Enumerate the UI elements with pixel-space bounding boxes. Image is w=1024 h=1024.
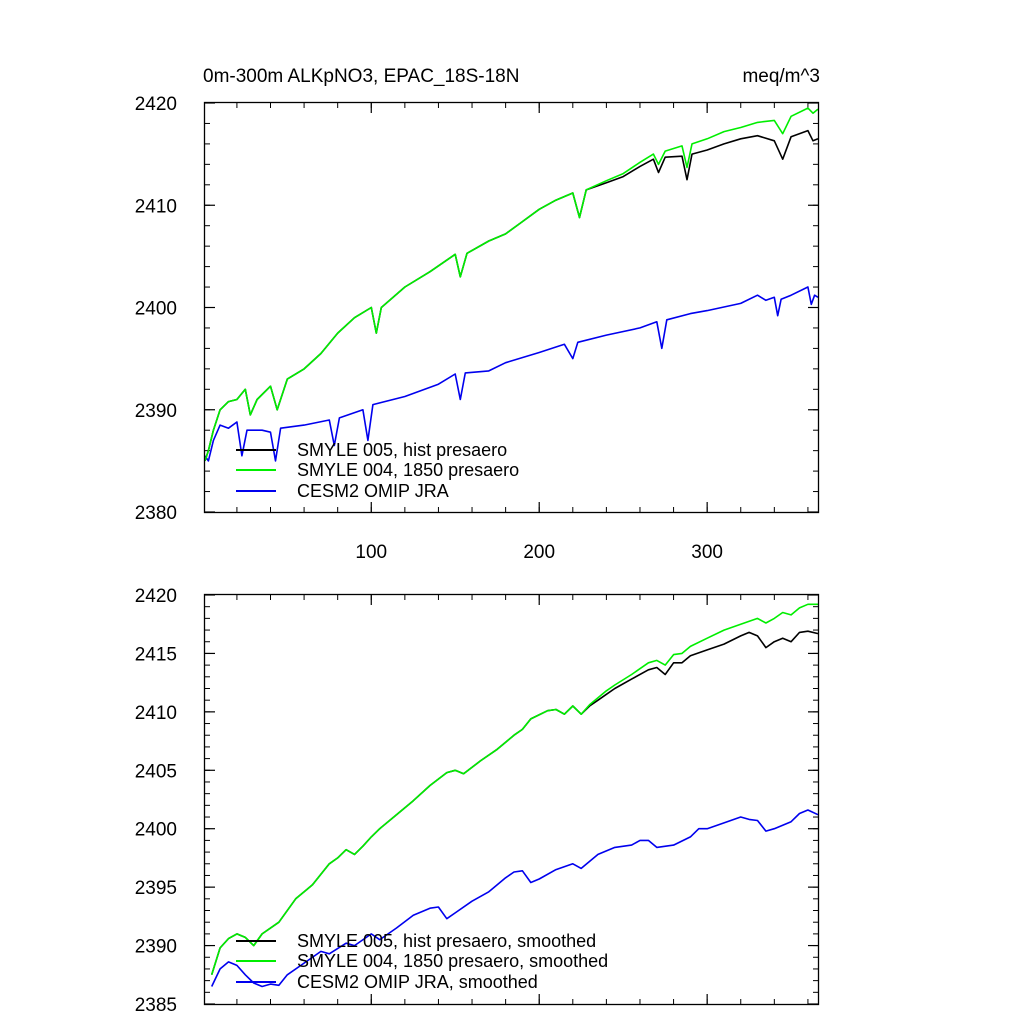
bottom-legend: SMYLE 005, hist presaero, smoothed SMYLE… xyxy=(236,931,608,992)
top-chart-title: 0m-300m ALKpNO3, EPAC_18S-18N xyxy=(203,66,519,87)
top-x-tick-labels: 100 200 300 xyxy=(355,542,723,563)
bottom-legend-label-0: SMYLE 005, hist presaero, smoothed xyxy=(297,931,596,951)
bottom-panel: 2385 2390 2395 2400 2405 2410 2415 2420 … xyxy=(135,586,820,1016)
top-x-tick-label: 300 xyxy=(691,542,723,563)
top-plot-frame xyxy=(203,101,820,514)
bottom-y-tick-label: 2410 xyxy=(135,703,177,724)
bot-series-line-1 xyxy=(210,603,818,976)
bottom-plot-frame xyxy=(203,593,820,1006)
top-legend: SMYLE 005, hist presaero SMYLE 004, 1850… xyxy=(236,440,519,501)
top-chart-units: meq/m^3 xyxy=(742,66,820,87)
bottom-y-tick-label: 2385 xyxy=(135,995,177,1016)
bottom-y-tick-label: 2420 xyxy=(135,586,177,607)
bottom-series-lines xyxy=(210,603,819,988)
bot-series-line-2 xyxy=(210,809,819,988)
top-y-tick-label: 2400 xyxy=(135,299,177,320)
top-x-tick-label: 100 xyxy=(355,542,387,563)
bottom-legend-label-1: SMYLE 004, 1850 presaero, smoothed xyxy=(297,951,608,971)
top-y-tick-label: 2410 xyxy=(135,196,177,217)
top-y-tick-label: 2390 xyxy=(135,401,177,422)
bottom-y-tick-label: 2405 xyxy=(135,761,177,782)
top-legend-label-0: SMYLE 005, hist presaero xyxy=(297,440,507,460)
top-axis-ticks xyxy=(205,102,818,513)
bottom-y-tick-label: 2400 xyxy=(135,820,177,841)
top-y-tick-label: 2380 xyxy=(135,503,177,524)
top-legend-label-2: CESM2 OMIP JRA xyxy=(297,481,449,501)
top-legend-label-1: SMYLE 004, 1850 presaero xyxy=(297,460,519,480)
bottom-legend-label-2: CESM2 OMIP JRA, smoothed xyxy=(297,972,538,992)
top-x-tick-label: 200 xyxy=(523,542,555,563)
top-series-lines xyxy=(204,107,819,462)
bottom-y-tick-label: 2390 xyxy=(135,937,177,958)
top-panel: 0m-300m ALKpNO3, EPAC_18S-18N meq/m^3 23… xyxy=(135,66,820,563)
top-series-line-1 xyxy=(204,107,819,462)
bottom-y-tick-label: 2415 xyxy=(135,644,177,665)
bottom-y-tick-label: 2395 xyxy=(135,878,177,899)
top-y-tick-labels: 2380 2390 2400 2410 2420 xyxy=(135,94,177,524)
bottom-y-tick-labels: 2385 2390 2395 2400 2405 2410 2415 2420 xyxy=(135,586,177,1016)
top-y-tick-label: 2420 xyxy=(135,94,177,115)
top-series-line-2 xyxy=(204,286,819,462)
